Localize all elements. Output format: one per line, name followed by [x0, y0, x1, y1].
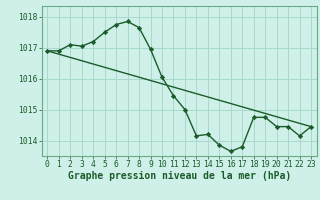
X-axis label: Graphe pression niveau de la mer (hPa): Graphe pression niveau de la mer (hPa) — [68, 171, 291, 181]
